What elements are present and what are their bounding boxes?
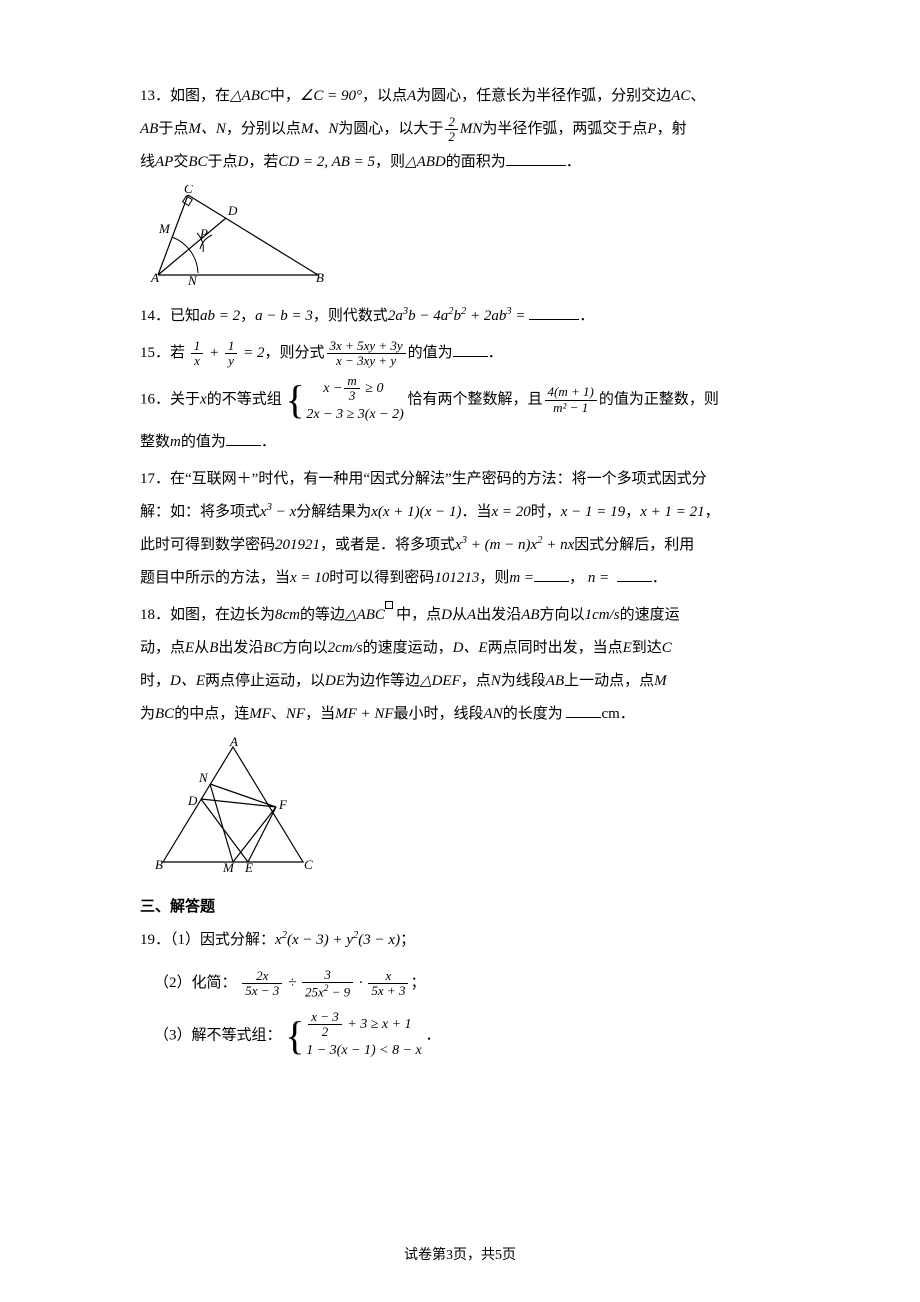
q13-line3: 线AP交BC于点D，若CD = 2, AB = 5，则△ABD的面积为． <box>140 154 581 170</box>
svg-text:A: A <box>150 270 159 285</box>
question-18: 18．如图，在边长为8cm的等边△ABC 中，点D从A出发沿AB方向以1cm/s… <box>140 599 780 731</box>
q14-blank <box>529 305 579 320</box>
question-16: 16．关于x的不等式组 { x − m3 ≥ 0 2x − 3 ≥ 3(x − … <box>140 374 780 459</box>
svg-text:P: P <box>199 226 208 241</box>
q19-part3: （3）解不等式组： { x − 32 + 3 ≥ x + 1 1 − 3(x −… <box>154 1010 780 1062</box>
q15-blank <box>453 342 488 357</box>
question-13: 13．如图，在△ABC中，∠C = 90°，以点A为圆心，任意长为半径作弧，分别… <box>140 80 780 179</box>
svg-text:M: M <box>158 221 171 236</box>
q17-blank-m <box>534 567 569 582</box>
question-17: 17．在“互联网＋”时代，有一种用“因式分解法”生产密码的方法：将一个多项式因式… <box>140 463 780 595</box>
svg-text:N: N <box>198 770 209 785</box>
center-mark-icon <box>385 601 393 609</box>
q13-line2: AB于点M、N，分别以点M、N为圆心，以大于22MN为半径作弧，两弧交于点P，射 <box>140 121 687 137</box>
page-footer: 试卷第3页，共5页 <box>0 1244 920 1264</box>
q13-figure: A N B C M P D <box>148 185 780 290</box>
question-15: 15．若 1x + 1y = 2，则分式3x + 5xy + 3yx − 3xy… <box>140 337 780 370</box>
svg-text:F: F <box>278 797 288 812</box>
q19-part2: （2）化简： 2x5x − 3 ÷ 325x2 − 9 · x5x + 3； <box>154 967 780 1000</box>
svg-text:D: D <box>187 793 198 808</box>
svg-text:N: N <box>187 273 198 285</box>
svg-text:A: A <box>229 737 238 749</box>
svg-text:C: C <box>304 857 313 872</box>
q17-blank-n <box>617 567 652 582</box>
q13-text: 13．如图，在△ABC中，∠C = 90°，以点A为圆心，任意长为半径作弧，分别… <box>140 88 705 104</box>
svg-text:M: M <box>222 860 235 872</box>
question-14: 14．已知ab = 2，a − b = 3，则代数式2a3b − 4a2b2 +… <box>140 300 780 333</box>
svg-text:B: B <box>316 270 324 285</box>
svg-text:D: D <box>227 203 238 218</box>
q18-figure: A B C D N F M E <box>148 737 780 877</box>
q18-blank <box>566 703 601 718</box>
q16-blank <box>226 431 261 446</box>
svg-text:C: C <box>184 185 193 196</box>
section-3-header: 三、解答题 <box>140 895 780 916</box>
q13-blank <box>506 151 566 166</box>
svg-text:B: B <box>155 857 163 872</box>
svg-text:E: E <box>244 860 253 872</box>
question-19: 19．（1）因式分解：x2(x − 3) + y2(3 − x)； （2）化简：… <box>140 924 780 1062</box>
